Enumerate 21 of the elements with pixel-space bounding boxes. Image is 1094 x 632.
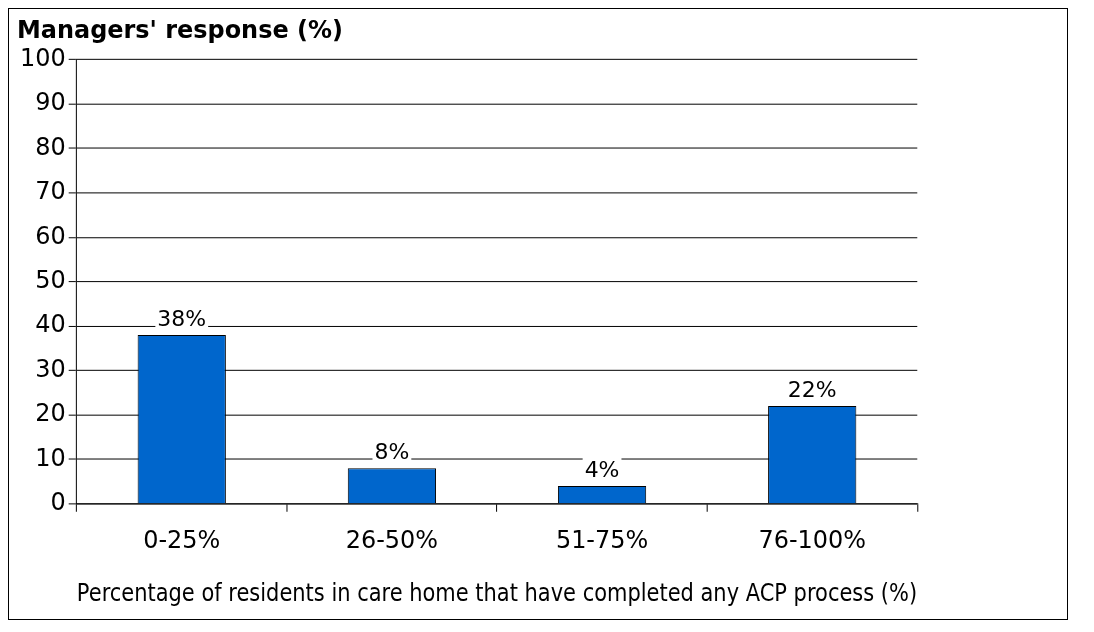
y-tick-label: 30: [35, 354, 66, 383]
data-label: 22%: [787, 376, 837, 402]
x-tick-label: 26-50%: [345, 526, 439, 555]
x-tick-label: 0-25%: [143, 526, 221, 555]
y-tick-label: 80: [35, 132, 66, 161]
data-label: 8%: [374, 439, 410, 464]
y-tick-label: 40: [35, 310, 66, 339]
y-tick-label: 70: [35, 177, 66, 206]
y-tick-label: 10: [35, 443, 66, 472]
y-tick-label: 100: [20, 43, 66, 72]
y-tick-label: 0: [50, 488, 66, 516]
data-label: 38%: [157, 305, 207, 331]
y-tick-label: 50: [35, 265, 66, 294]
y-tick-label: 20: [35, 399, 66, 428]
y-tick-label: 60: [35, 221, 66, 250]
x-tick-label: 76-100%: [758, 526, 866, 555]
data-label: 4%: [584, 456, 620, 482]
x-axis-title: Percentage of residents in care home that have completed any ACP process (%): [76, 578, 918, 607]
x-tick-label: 51-75%: [555, 526, 649, 555]
y-tick-label: 90: [35, 88, 66, 117]
y-axis-title: Managers' response (%): [16, 15, 343, 44]
